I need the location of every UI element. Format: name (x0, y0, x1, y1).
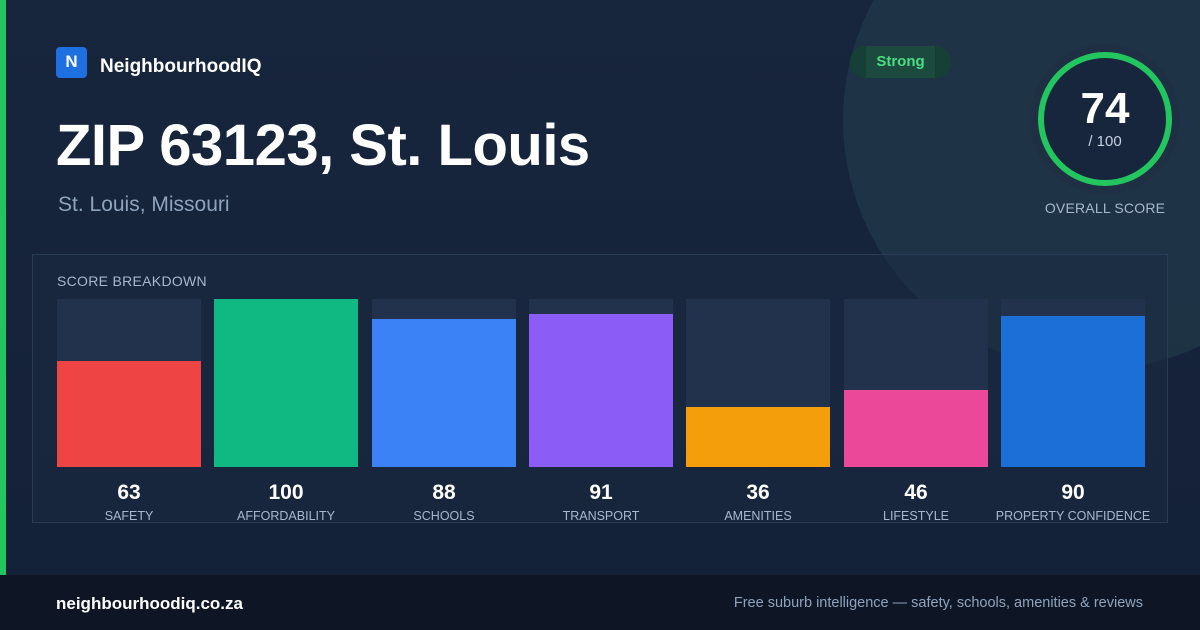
status-badge-label: Strong (876, 53, 925, 70)
bar-track (1001, 299, 1145, 467)
bar-value: 46 (904, 481, 928, 504)
bar-label: PROPERTY CONFIDENCE (995, 509, 1151, 523)
breakdown-title: SCORE BREAKDOWN (57, 273, 207, 289)
bar-label: AFFORDABILITY (237, 509, 335, 523)
badge-cap-left (850, 46, 866, 78)
location-subtitle: St. Louis, Missouri (58, 193, 230, 216)
bar-value: 63 (117, 481, 141, 504)
overall-score-label: OVERALL SCORE (1044, 200, 1166, 216)
overall-score-max: / 100 (1088, 133, 1122, 150)
page-title: ZIP 63123, St. Louis (56, 113, 590, 178)
bar-label: SAFETY (104, 509, 154, 523)
bar-value: 36 (746, 481, 770, 504)
bar-track (844, 299, 988, 467)
bar-label: AMENITIES (724, 509, 792, 523)
bar-fill (1001, 316, 1145, 467)
bar-label: LIFESTYLE (883, 509, 949, 523)
bar-label: SCHOOLS (413, 509, 475, 523)
bar-label: TRANSPORT (562, 509, 640, 523)
bar-track (529, 299, 673, 467)
bar-track (372, 299, 516, 467)
bar-track (214, 299, 358, 467)
status-badge: Strong (850, 46, 951, 78)
accent-stripe (0, 0, 6, 575)
score-ring-arc (1038, 52, 1172, 186)
brand-logo-icon: N (56, 46, 87, 78)
score-ring-graphic (1030, 44, 1180, 194)
bar-fill (57, 361, 201, 467)
bar-value: 91 (589, 481, 613, 504)
score-breakdown-panel: SCORE BREAKDOWN 63 SAFETY 100 AFFORDABILITY… (32, 254, 1168, 523)
overall-score-ring: 74 / 100 (1029, 43, 1181, 195)
bar-fill (686, 407, 830, 467)
bar-fill (529, 314, 673, 467)
bar-track (686, 299, 830, 467)
bar-track (57, 299, 201, 467)
bar-fill (214, 299, 358, 467)
badge-cap-right (935, 46, 951, 78)
bar-fill (844, 390, 988, 467)
footer-tagline: Free suburb intelligence — safety, schoo… (733, 595, 1143, 611)
brand: N NeighbourhoodIQ (56, 46, 261, 78)
footer: neighbourhoodiq.co.za Free suburb intell… (0, 575, 1200, 630)
bar-value: 88 (432, 481, 456, 504)
bar-fill (372, 319, 516, 467)
bar-value: 90 (1061, 481, 1085, 504)
overall-score-value: 74 (1080, 84, 1130, 133)
breakdown-bars: 63 SAFETY 100 AFFORDABILITY 88 SCHOOLS 91 TRANS… (57, 299, 1150, 523)
footer-domain: neighbourhoodiq.co.za (56, 594, 243, 613)
bar-value: 100 (268, 481, 304, 504)
brand-name: NeighbourhoodIQ (100, 56, 262, 77)
